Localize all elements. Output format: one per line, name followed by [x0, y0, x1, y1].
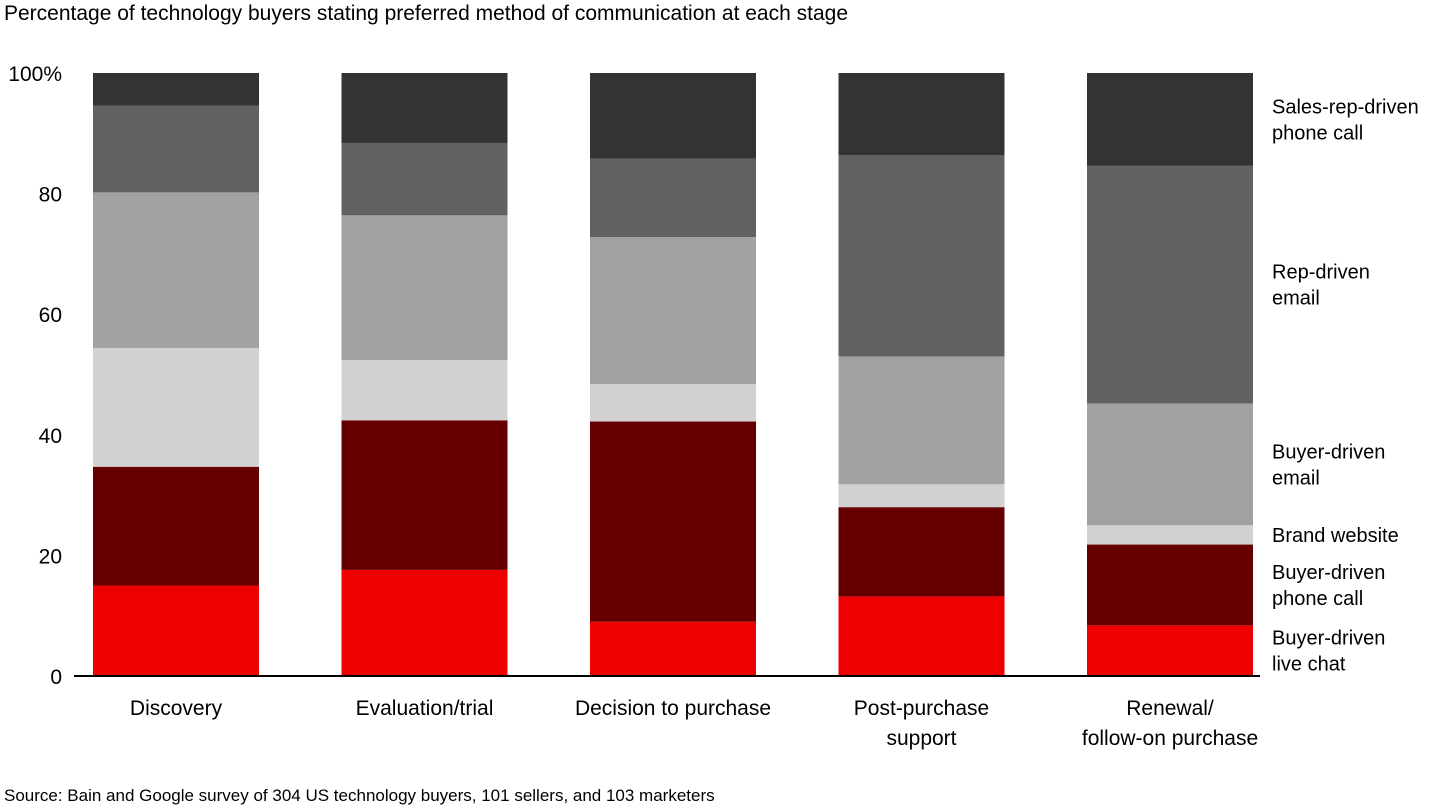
legend-entry-line: Sales-rep-driven: [1272, 96, 1419, 118]
legend-entry: Brand website: [1272, 525, 1399, 547]
bar-segment-3-0: [838, 596, 1005, 676]
category-label-line: Post-purchase: [854, 697, 989, 720]
bar-segment-4-3: [1087, 403, 1253, 526]
legend-entry-line: live chat: [1272, 654, 1346, 676]
legend: Buyer-driven live chat Buyer-driven phone c…: [1272, 96, 1419, 675]
x-axis-categories: Discovery Evaluation/trial Decision to pur…: [130, 697, 1258, 750]
legend-entry: Buyer-driven phone call: [1272, 562, 1385, 610]
legend-entry-line: phone call: [1272, 588, 1363, 610]
y-tick-label: 20: [39, 545, 62, 568]
category-label-line: Renewal/: [1126, 697, 1214, 720]
legend-entry-line: email: [1272, 467, 1320, 489]
category-label: Evaluation/trial: [356, 697, 494, 720]
bar-segment-1-0: [341, 569, 508, 676]
legend-entry-line: Buyer-driven: [1272, 562, 1385, 584]
legend-entry: Buyer-driven email: [1272, 441, 1385, 489]
legend-entry-line: Buyer-driven: [1272, 441, 1385, 463]
legend-entry: Rep-driven email: [1272, 262, 1370, 310]
bar-segment-1-1: [341, 420, 508, 570]
bar-segment-3-1: [838, 507, 1005, 597]
bar-segment-1-4: [341, 142, 508, 216]
legend-entry-line: phone call: [1272, 122, 1363, 144]
bar-segment-1-5: [341, 73, 508, 143]
bar-segment-4-1: [1087, 544, 1253, 626]
y-axis-ticks: 0 20 40 60 80 100%: [8, 63, 62, 689]
category-label-line: Discovery: [130, 697, 223, 720]
bar-segment-4-5: [1087, 73, 1253, 166]
y-tick-label: 100%: [8, 63, 62, 86]
bar-segment-4-4: [1087, 165, 1253, 404]
bar-segment-0-5: [93, 73, 259, 106]
legend-entry-line: email: [1272, 288, 1320, 310]
bar-segment-2-4: [590, 158, 756, 238]
category-label-line: follow-on purchase: [1082, 727, 1258, 750]
bars-layer: [93, 73, 1253, 676]
legend-entry: Buyer-driven live chat: [1272, 628, 1385, 676]
category-label: Discovery: [130, 697, 223, 720]
y-tick-label: 60: [39, 304, 62, 327]
bar-segment-1-3: [341, 215, 508, 361]
bar-segment-0-1: [93, 466, 259, 586]
chart-source: Source: Bain and Google survey of 304 US…: [4, 786, 715, 805]
bar-segment-3-4: [838, 155, 1005, 357]
bar-segment-4-0: [1087, 625, 1253, 676]
bar-segment-4-2: [1087, 525, 1253, 545]
bar-segment-2-5: [590, 73, 756, 159]
bar-segment-0-0: [93, 585, 259, 676]
category-label-line: support: [886, 727, 956, 750]
legend-entry-line: Brand website: [1272, 525, 1399, 547]
bar-segment-2-2: [590, 384, 756, 422]
category-label: Renewal/follow-on purchase: [1082, 697, 1258, 750]
legend-entry-line: Buyer-driven: [1272, 628, 1385, 650]
category-label-line: Decision to purchase: [575, 697, 771, 720]
bar-segment-2-0: [590, 621, 756, 676]
bar-segment-3-5: [838, 73, 1005, 156]
category-label-line: Evaluation/trial: [356, 697, 494, 720]
category-label: Post-purchase support: [854, 697, 989, 750]
legend-entry: Sales-rep-driven phone call: [1272, 96, 1419, 144]
bar-segment-1-2: [341, 360, 508, 421]
category-label: Decision to purchase: [575, 697, 771, 720]
bar-segment-3-2: [838, 484, 1005, 508]
y-tick-label: 80: [39, 184, 62, 207]
bar-segment-3-3: [838, 356, 1005, 485]
chart-title: Percentage of technology buyers stating …: [4, 2, 848, 25]
bar-segment-0-4: [93, 105, 259, 193]
y-tick-label: 0: [50, 666, 62, 689]
bar-segment-0-3: [93, 192, 259, 348]
y-tick-label: 40: [39, 425, 62, 448]
bar-segment-0-2: [93, 347, 259, 467]
bar-segment-2-3: [590, 237, 756, 385]
legend-entry-line: Rep-driven: [1272, 262, 1370, 284]
bar-segment-2-1: [590, 421, 756, 622]
